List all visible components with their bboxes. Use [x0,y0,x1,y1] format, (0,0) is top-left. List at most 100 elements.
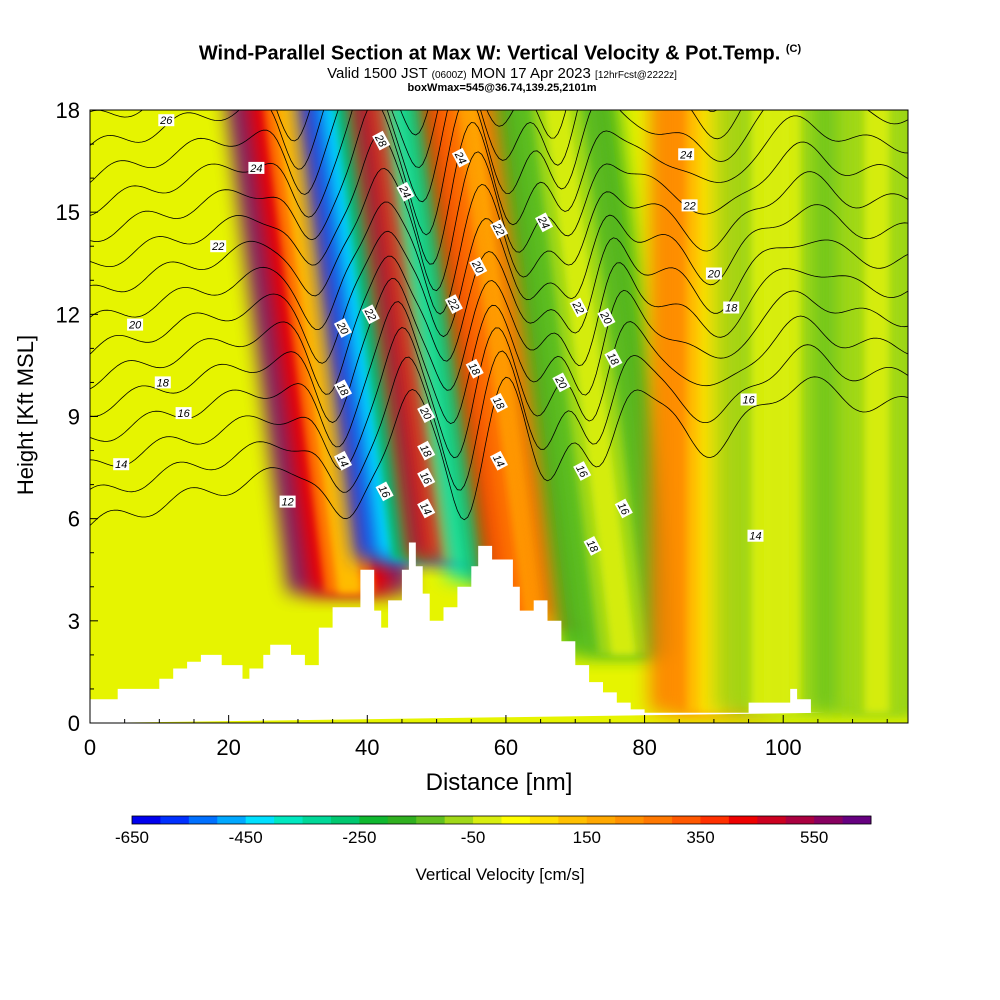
colorbar-tick-label: -450 [229,828,263,847]
contour-label-text: 20 [417,404,434,422]
contour-label: 20 [127,318,144,332]
contour-label: 24 [248,161,265,175]
velocity-band-9 [814,110,908,713]
contour-labels: 26 24 22 20 18 16 14 12 28 24 22 20 18 14 16 20 18 16 14 24… [113,114,764,556]
contour-label-bg [417,467,436,488]
colorbar-swatch [444,816,474,824]
theta-contour-15 [90,289,908,448]
contour-label: 22 [210,240,227,253]
y-tick-label: 3 [68,609,80,634]
contour-label: 14 [334,450,353,471]
colorbar-swatch [274,816,303,824]
contour-label-bg [489,450,509,471]
theta-contour-14 [90,315,908,470]
contour-label-bg [465,358,484,379]
contour-label: 20 [333,318,353,338]
colorbar-swatch [188,816,218,824]
contour-label-bg [175,407,192,420]
theta-contour-20 [90,141,908,297]
contour-label-bg [375,481,394,502]
contour-label: 22 [361,304,380,325]
colorbar-swatch [387,816,417,824]
contour-label-text: 18 [157,377,170,389]
x-axis: 0 20 40 60 80 100 [84,715,888,760]
colorbar-swatch [529,816,559,824]
contour-label: 24 [535,212,554,233]
y-axis-label: Height [Kft MSL] [13,335,38,495]
contour-label-bg [747,529,764,542]
contour-label: 26 [158,114,175,127]
contour-label-bg [597,307,616,328]
contour-label: 22 [489,219,509,240]
colorbar-label: Vertical Velocity [cm/s] [415,865,584,884]
contour-label-text: 14 [115,459,127,471]
colorbar-swatch [160,816,190,824]
contour-label-bg [396,181,415,202]
contour-label-bg [127,318,144,331]
theta-contour-23 [90,110,742,218]
theta-contour-21 [90,115,908,267]
contour-label: 14 [113,458,130,471]
velocity-band-8 [713,110,839,713]
colorbar-swatch [814,816,843,824]
contour-label-bg [535,212,554,233]
theta-contour-19 [90,171,908,331]
contour-label-bg [333,379,353,400]
colorbar-swatch [700,816,730,824]
x-tick-label: 60 [494,735,518,760]
contour-label-text: 20 [597,309,614,327]
contour-label-bg [248,161,265,174]
colorbar-tick-label: -250 [342,828,376,847]
contour-label: 14 [747,529,764,543]
contour-label-bg [210,240,227,253]
plot-area: 26 24 22 20 18 16 14 12 28 24 22 20 18 14 16 20 18 16 14 24… [90,110,908,723]
contour-label: 20 [552,372,571,393]
colorbar-tick-label: 350 [686,828,714,847]
contour-label-bg [372,130,391,151]
contour-label-text: 16 [177,408,190,420]
y-tick-label: 12 [56,302,80,327]
contour-label-bg [705,267,722,280]
box-info: boxWmax=545@36.74,139.25,2101m [407,81,597,94]
contour-label: 20 [417,403,436,423]
colorbar-swatch [615,816,645,824]
contour-label-bg [678,148,695,161]
velocity-band-6-layer-3 [544,110,637,655]
contour-label-bg [417,440,436,461]
contour-label: 16 [417,467,436,488]
colorbar-swatch [473,816,502,824]
contour-label-bg [740,393,757,406]
contour-label: 18 [465,358,484,379]
colorbar-tick-label: -650 [115,828,149,847]
title-block: Wind-Parallel Section at Max W: Vertical… [0,38,1000,94]
contour-label: 18 [154,376,171,389]
contour-label-text: 22 [682,200,695,212]
contour-label: 28 [372,130,391,151]
contour-label: 12 [279,495,296,509]
x-tick-label: 20 [216,735,240,760]
y-tick-label: 9 [68,405,80,430]
contour-label-bg [552,372,571,393]
contour-label-text: 20 [552,374,569,392]
contour-label-text: 24 [396,183,413,200]
velocity-band-8-layer-3 [763,110,789,713]
contour-label-text: 24 [535,214,552,231]
contour-label-text: 22 [211,241,224,253]
y-tick-label: 18 [56,98,80,123]
contour-label-bg [279,495,296,508]
x-axis-label: Distance [nm] [426,769,573,796]
colorbar-swatch [643,816,673,824]
contour-label: 16 [615,498,633,519]
contour-label-bg [569,297,588,318]
chart-title: Wind-Parallel Section at Max W: Vertical… [198,42,802,65]
colorbar-frame [131,815,872,825]
contour-label-text: 14 [417,501,433,517]
contour-label: 20 [705,267,722,281]
y-tick-label: 15 [56,200,80,225]
contour-label: 16 [573,461,592,481]
contour-label: 16 [175,407,192,420]
contour-label-bg [361,304,380,325]
contour-label-text: 22 [489,221,506,238]
contour-label-text: 26 [159,115,173,127]
contour-label-bg [417,498,436,519]
